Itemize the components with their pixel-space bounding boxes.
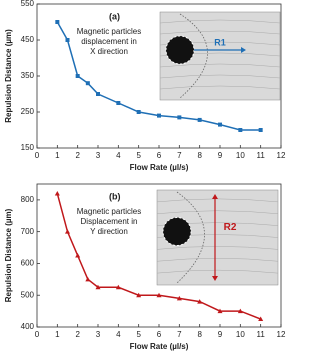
data-point xyxy=(116,101,121,105)
y-tick-label: 700 xyxy=(21,227,35,236)
x-tick-label: 8 xyxy=(197,151,202,160)
data-point xyxy=(54,191,60,196)
y-axis-label: Repulsion Distance (µm) xyxy=(4,29,13,123)
x-tick-label: 12 xyxy=(277,330,286,339)
data-point xyxy=(55,20,60,24)
y-tick-label: 800 xyxy=(21,195,35,204)
annotation: Displacement in xyxy=(81,217,138,226)
y-tick-label: 350 xyxy=(21,71,35,80)
data-point xyxy=(136,292,142,298)
data-point xyxy=(96,92,100,96)
panel-label: (b) xyxy=(109,191,121,201)
x-tick-label: 4 xyxy=(116,151,121,160)
data-point xyxy=(156,292,162,298)
annotation: X direction xyxy=(90,47,128,56)
annotation: displacement in xyxy=(81,37,137,46)
x-tick-label: 9 xyxy=(218,151,223,160)
x-tick-label: 9 xyxy=(218,330,223,339)
data-point xyxy=(75,253,81,258)
data-point xyxy=(197,117,202,122)
x-tick-label: 10 xyxy=(236,330,245,339)
inset-streak xyxy=(159,85,281,90)
inset-streak xyxy=(159,63,281,68)
x-tick-label: 7 xyxy=(177,330,182,339)
data-point xyxy=(258,316,264,322)
inset-streak xyxy=(159,74,281,79)
x-tick-label: 0 xyxy=(35,330,40,339)
x-tick-label: 10 xyxy=(236,151,245,160)
inset-particle xyxy=(162,217,192,246)
x-tick-label: 2 xyxy=(75,330,80,339)
y-tick-label: 400 xyxy=(21,322,35,331)
data-point xyxy=(157,113,161,118)
annotation: Magnetic particles xyxy=(77,207,141,216)
y-tick-label: 250 xyxy=(21,107,35,116)
data-point xyxy=(75,74,80,78)
data-point xyxy=(218,122,222,127)
inset-streak xyxy=(159,30,281,35)
inset-streak xyxy=(159,19,281,24)
x-tick-label: 3 xyxy=(96,330,101,339)
panel-label: (a) xyxy=(109,11,120,21)
data-point xyxy=(238,128,243,132)
inset-boundary xyxy=(176,191,205,284)
data-point xyxy=(115,284,121,290)
data-point xyxy=(65,38,70,42)
inset-streak xyxy=(156,246,279,250)
inset-arrowhead xyxy=(241,47,246,53)
data-point xyxy=(197,299,203,304)
x-tick-label: 6 xyxy=(157,330,162,339)
x-axis-label: Flow Rate (µl/s) xyxy=(130,163,189,172)
x-axis-label: Flow Rate (µl/s) xyxy=(130,342,189,351)
data-point xyxy=(258,128,263,132)
x-tick-label: 11 xyxy=(257,151,266,160)
inset-streak xyxy=(156,269,279,274)
x-tick-label: 8 xyxy=(197,330,202,339)
data-point xyxy=(85,276,91,282)
data-point xyxy=(65,229,70,234)
y-tick-label: 600 xyxy=(21,259,35,268)
inset-label: R1 xyxy=(214,37,226,47)
x-tick-label: 11 xyxy=(257,330,266,339)
inset-streak xyxy=(156,258,279,262)
data-point xyxy=(217,308,223,314)
x-tick-label: 5 xyxy=(136,151,141,160)
y-tick-label: 550 xyxy=(21,0,35,8)
inset-label: R2 xyxy=(224,222,237,233)
x-tick-label: 1 xyxy=(55,151,60,160)
inset-streak xyxy=(156,210,279,214)
inset-boundary xyxy=(179,13,208,99)
x-tick-label: 5 xyxy=(136,330,141,339)
annotation: Y direction xyxy=(90,227,128,236)
x-tick-label: 0 xyxy=(35,151,40,160)
data-point xyxy=(85,81,90,86)
x-tick-label: 3 xyxy=(96,151,101,160)
y-tick-label: 150 xyxy=(21,143,35,152)
data-point xyxy=(136,110,141,114)
y-tick-label: 500 xyxy=(21,290,35,299)
inset-particle xyxy=(165,35,195,65)
x-tick-label: 6 xyxy=(157,151,162,160)
x-tick-label: 1 xyxy=(55,330,60,339)
x-tick-label: 4 xyxy=(116,330,121,339)
data-point xyxy=(237,308,243,314)
x-tick-label: 7 xyxy=(177,151,182,160)
x-tick-label: 2 xyxy=(75,151,80,160)
y-axis-label: Repulsion Distance (µm) xyxy=(4,208,13,302)
y-tick-label: 450 xyxy=(21,35,35,44)
data-point xyxy=(177,115,182,120)
data-point xyxy=(95,284,101,290)
annotation: Magnetic particles xyxy=(77,27,141,36)
data-point xyxy=(176,295,182,301)
x-tick-label: 12 xyxy=(277,151,286,160)
